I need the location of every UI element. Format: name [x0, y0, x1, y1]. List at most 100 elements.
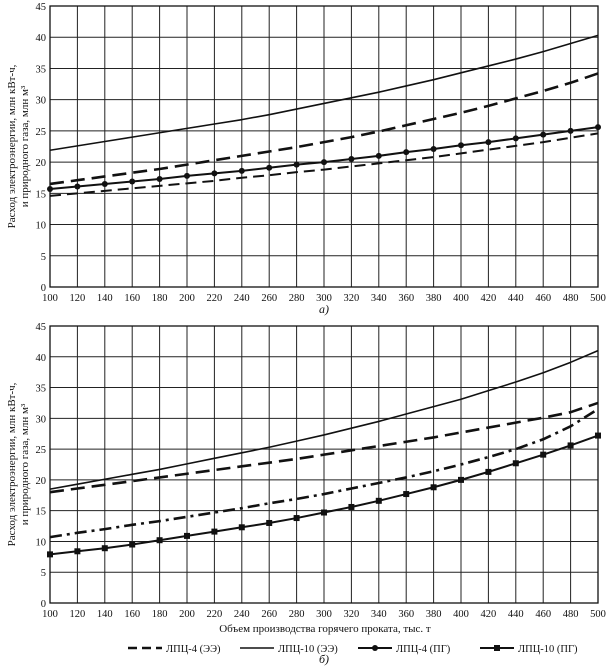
panel-1-y-tick-label: 40 [36, 33, 47, 44]
panel-2-y-tick-label: 5 [41, 568, 46, 579]
panel-1-y-tick-label: 35 [36, 64, 47, 75]
panel-2-x-tick-label: 460 [535, 609, 551, 620]
panel-1-x-tick-label: 260 [261, 293, 277, 304]
panel-1-series-point [129, 178, 136, 185]
legend-label: ЛПЦ-4 (ЭЭ) [166, 644, 221, 655]
panel-2-series-point [458, 476, 464, 483]
panel-2-series-point [238, 524, 245, 531]
panel-2-series-point [540, 451, 547, 458]
panel-2-x-tick-label: 280 [289, 609, 305, 620]
panel-1-series-point [430, 145, 437, 152]
x-axis-label: Объем производства горячего проката, тыс… [219, 623, 431, 635]
legend-swatch-marker [372, 645, 378, 651]
panel-1-series-point [238, 167, 245, 174]
panel-2-series-point [485, 468, 492, 475]
panel-1-x-tick-label: 160 [124, 293, 140, 304]
panel-2-x-tick-label: 480 [563, 609, 579, 620]
panel-1-y-tick-label: 5 [41, 252, 46, 263]
panel-2-x-tick-label: 500 [590, 609, 606, 620]
panel-2-x-tick-label: 100 [42, 609, 58, 620]
panel-2-y-tick-label: 30 [36, 414, 47, 425]
panel-1-x-tick-label: 300 [316, 293, 332, 304]
panel-1-x-tick-label: 500 [590, 293, 606, 304]
panel-1-y-tick-label: 15 [36, 189, 47, 200]
panel-1-x-tick-label: 100 [42, 293, 58, 304]
panel-2-y-tick-label: 45 [36, 322, 47, 333]
panel-2-x-tick-label: 160 [124, 609, 140, 620]
panel-2-x-tick-label: 260 [261, 609, 277, 620]
panel-1-series-point [485, 139, 492, 146]
panel-2-series-line [49, 349, 599, 490]
panel-2-series-line [49, 407, 599, 539]
panel-1-x-tick-label: 280 [289, 293, 305, 304]
panel-1-series-line [49, 132, 599, 197]
panel-2-series-point [211, 528, 218, 535]
panel-1-y-tick-label: 10 [36, 221, 47, 232]
panel-2-series-point [348, 503, 355, 510]
panel-2-x-tick-label: 400 [453, 609, 469, 620]
panel-2-series-point [156, 537, 163, 544]
panel-1-y-axis-label: Расход электроэнергии, млн кВт-ч,и приро… [6, 64, 31, 228]
panel-2-series-point [430, 484, 437, 491]
panel-2-y-tick-label: 15 [36, 507, 47, 518]
panel-2-panel-label: б) [319, 652, 329, 666]
panel-2-x-tick-label: 120 [70, 609, 86, 620]
panel-2-series-point [595, 432, 601, 439]
panel-1-series-point [321, 159, 327, 166]
panel-1-series-point [512, 135, 519, 142]
panel-2-y-tick-label: 0 [41, 599, 46, 610]
panel-1-y-tick-label: 30 [36, 96, 47, 107]
panel-2-x-tick-label: 340 [371, 609, 387, 620]
panel-2-x-tick-label: 240 [234, 609, 250, 620]
panel-1-x-tick-label: 480 [563, 293, 579, 304]
panel-1-y-tick-label: 25 [36, 127, 47, 138]
panel-1-series-point [101, 180, 108, 187]
panel-2-x-tick-label: 420 [481, 609, 497, 620]
panel-1-x-tick-label: 400 [453, 293, 469, 304]
panel-2-series-point [403, 491, 410, 498]
panel-1-series-point [348, 155, 355, 162]
panel-1-series-point [47, 185, 53, 192]
panel-2-series-point [567, 442, 574, 449]
panel-1-x-tick-label: 420 [481, 293, 497, 304]
panel-2-x-tick-label: 320 [344, 609, 360, 620]
panel-1-plot-frame [49, 5, 599, 288]
panel-2-x-tick-label: 200 [179, 609, 195, 620]
panel-1-series-point [540, 131, 547, 138]
panel-2-x-tick-label: 380 [426, 609, 442, 620]
panel-1-series-point [403, 149, 410, 156]
panel-1-y-tick-label: 20 [36, 158, 47, 169]
panel-1-x-tick-label: 460 [535, 293, 551, 304]
panel-2-y-tick-label: 20 [36, 476, 47, 487]
panel-2-series-line [49, 401, 599, 494]
panel-2-y-tick-label: 25 [36, 445, 47, 456]
panel-1-series-line [49, 72, 599, 186]
panel-1-series-point [567, 127, 574, 134]
panel-1-x-tick-label: 220 [207, 293, 223, 304]
panel-2-series-point [321, 509, 327, 516]
legend-label: ЛПЦ-4 (ПГ) [396, 644, 451, 655]
panel-1-x-tick-label: 240 [234, 293, 250, 304]
panel-1-series-point [211, 170, 218, 177]
panel-1-x-tick-label: 380 [426, 293, 442, 304]
panel-1-x-tick-label: 200 [179, 293, 195, 304]
panel-1-series-point [156, 175, 163, 182]
panel-2-series-point [375, 497, 382, 504]
panel-2-series-point [293, 515, 300, 522]
panel-2-series-point [47, 551, 53, 558]
panel-2-y-tick-label: 35 [36, 384, 47, 395]
panel-2-x-tick-label: 440 [508, 609, 524, 620]
panel-1-series-point [458, 142, 464, 149]
panel-1-panel-label: а) [319, 302, 329, 316]
panel-2-series-point [184, 532, 190, 539]
panel-1-x-tick-label: 320 [344, 293, 360, 304]
panel-1-x-tick-label: 340 [371, 293, 387, 304]
panel-2-plot-frame [49, 325, 599, 604]
panel-2-y-tick-label: 10 [36, 537, 47, 548]
panel-2-x-tick-label: 360 [398, 609, 414, 620]
legend-label: ЛПЦ-10 (ЭЭ) [278, 644, 338, 655]
panel-2-x-tick-label: 140 [97, 609, 113, 620]
panel-1-series-point [266, 164, 273, 171]
panel-1-x-tick-label: 120 [70, 293, 86, 304]
